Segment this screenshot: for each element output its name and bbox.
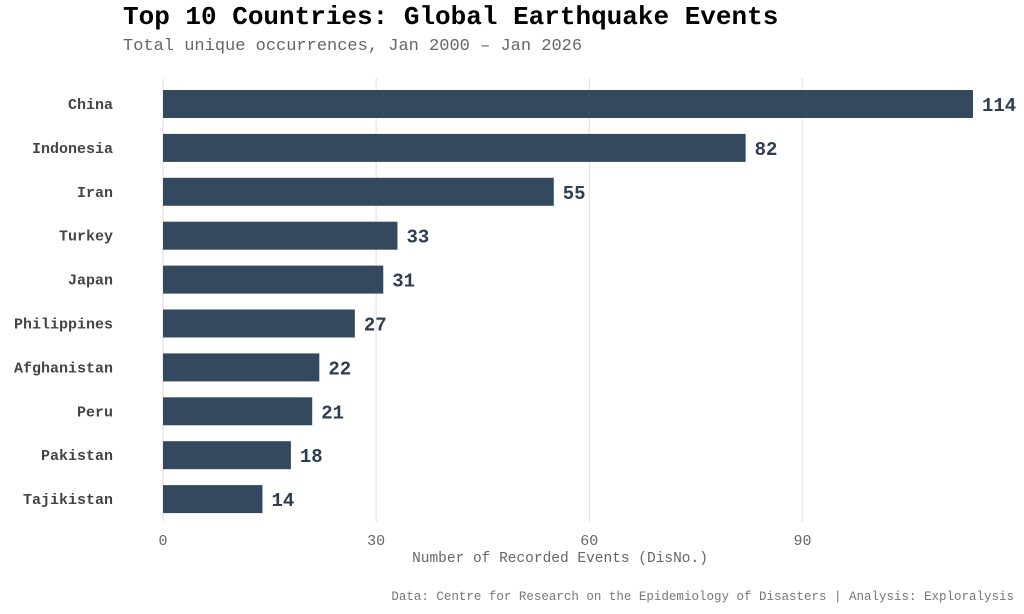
category-labels: China Indonesia Iran Turkey Japan Philippines… (14, 97, 113, 509)
category-label: Japan (68, 273, 113, 290)
category-label: Peru (77, 404, 113, 421)
x-tick-label: 60 (580, 533, 598, 550)
data-label: 31 (392, 271, 415, 293)
category-label: Philippines (14, 317, 113, 334)
data-label: 114 (982, 95, 1016, 117)
data-label: 21 (321, 402, 344, 424)
category-label: Turkey (59, 229, 113, 246)
bar (163, 133, 746, 162)
bars (163, 90, 973, 514)
data-label: 55 (563, 183, 586, 205)
data-label: 14 (271, 490, 294, 512)
data-label: 22 (328, 358, 351, 380)
data-label: 18 (300, 446, 323, 468)
bar (163, 485, 263, 514)
chart-subtitle: Total unique occurrences, Jan 2000 – Jan… (123, 37, 583, 56)
category-label: Indonesia (32, 141, 113, 158)
x-axis-title: Number of Recorded Events (DisNo.) (412, 551, 708, 567)
bar (163, 397, 313, 426)
category-label: Afghanistan (14, 360, 113, 377)
x-tick-label: 90 (793, 533, 811, 550)
category-label: Pakistan (41, 448, 113, 465)
bar-chart: China Indonesia Iran Turkey Japan Philippines… (14, 78, 1016, 567)
bar (163, 177, 554, 206)
category-label: Tajikistan (23, 492, 113, 509)
data-label: 33 (406, 227, 429, 249)
bar (163, 309, 355, 338)
data-label: 82 (755, 139, 778, 161)
bar (163, 265, 384, 294)
category-label: Iran (77, 185, 113, 202)
bar (163, 221, 398, 250)
data-label: 27 (364, 315, 387, 337)
bar (163, 90, 973, 118)
x-tick-label: 30 (367, 533, 385, 550)
bar (163, 353, 320, 382)
category-label: China (68, 97, 113, 114)
x-axis-ticks: 0 30 60 90 (158, 533, 811, 550)
x-tick-label: 0 (158, 533, 167, 550)
bar (163, 441, 291, 470)
chart-title: Top 10 Countries: Global Earthquake Even… (123, 2, 779, 32)
source-caption: Data: Centre for Research on the Epidemi… (391, 590, 1014, 604)
